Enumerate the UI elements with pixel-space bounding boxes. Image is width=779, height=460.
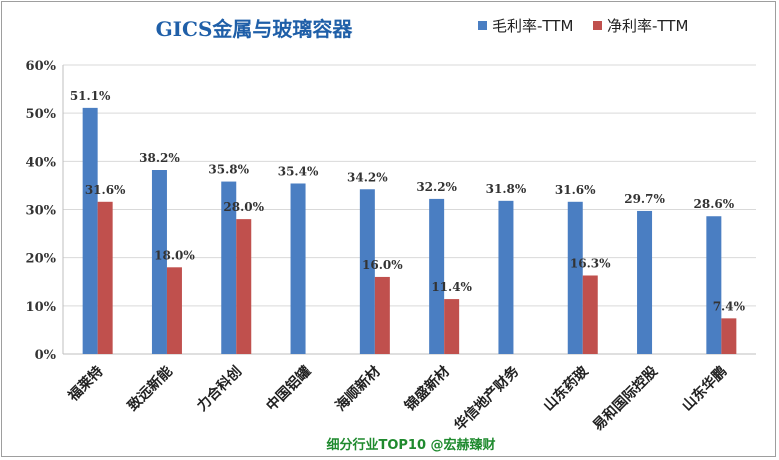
x-tick-label: 锦盛新材 [401,363,453,415]
data-label: 35.8% [208,163,249,177]
data-label: 51.1% [70,89,111,103]
data-label: 35.4% [278,164,319,178]
bar-net-margin [236,219,252,354]
bars [82,107,737,354]
bar-gross-margin [706,216,722,354]
data-label: 32.2% [416,180,457,194]
legend: 毛利率-TTM 净利率-TTM [478,17,688,35]
legend-label: 毛利率-TTM [492,17,573,35]
y-tick-label: 10% [26,300,57,315]
bar-net-margin [582,275,598,354]
bar-net-margin [444,299,460,354]
y-tick-label: 40% [26,155,57,170]
x-tick-label: 福莱特 [64,363,106,405]
legend-swatch-gross-margin [478,21,487,30]
bar-gross-margin [151,170,167,354]
y-tick-label: 50% [26,107,57,122]
y-tick-label: 30% [26,204,57,219]
x-tick-label: 海顺新材 [332,363,384,415]
x-axis: 福莱特 致远新能 力合科创 中国铝罐 海顺新材 锦盛新材华信地产财务 山东药玻易和国际控股山… [64,362,730,434]
data-label: 29.7% [624,192,665,206]
data-label: 7.4% [713,299,746,313]
bar-net-margin [721,318,737,354]
bar-gross-margin [82,107,98,354]
data-label: 11.4% [431,280,472,294]
bar-gross-margin [498,200,514,354]
data-label: 31.8% [486,182,527,196]
data-label: 38.2% [139,151,180,165]
legend-swatch-net-margin [593,21,602,30]
bar-gross-margin [637,210,653,354]
x-tick-label: 山东药玻 [540,362,592,414]
bar-net-margin [97,201,113,354]
x-tick-label: 易和国际控股 [589,362,661,434]
bar-net-margin [374,276,390,354]
data-label: 28.0% [223,200,264,214]
bar-net-margin [166,267,182,354]
data-label: 31.6% [555,183,596,197]
y-tick-label: 60% [26,59,57,74]
x-tick-label: 力合科创 [193,363,245,415]
chart-title: GICS金属与玻璃容器 [156,17,354,41]
data-label: 16.0% [362,258,403,272]
data-label: 34.2% [347,170,388,184]
legend-label: 净利率-TTM [607,17,688,35]
footer-caption: 细分行业TOP10 @宏赫臻财 [326,437,495,453]
bar-gross-margin [221,181,237,354]
data-label: 31.6% [85,183,126,197]
bar-gross-margin [359,189,375,354]
x-tick-label: 中国铝罐 [263,363,315,415]
data-label: 18.0% [154,248,195,262]
data-label: 16.3% [570,256,611,270]
y-tick-label: 20% [26,252,57,267]
bar-gross-margin [567,201,583,354]
y-axis: 0% 10% 20% 30% 40% 50% 60% [26,59,64,363]
bar-gross-margin [290,183,306,354]
bar-gross-margin [429,198,445,354]
data-label: 28.6% [694,197,735,211]
x-tick-label: 致远新能 [124,363,176,415]
x-tick-label: 山东华鹏 [679,363,731,415]
y-tick-label: 0% [35,348,57,363]
x-tick-label: 华信地产财务 [451,362,523,434]
data-labels: 51.1% 31.6% 38.2% 18.0% 35.8% 28.0% 35.4% 34.2%… [70,89,746,313]
